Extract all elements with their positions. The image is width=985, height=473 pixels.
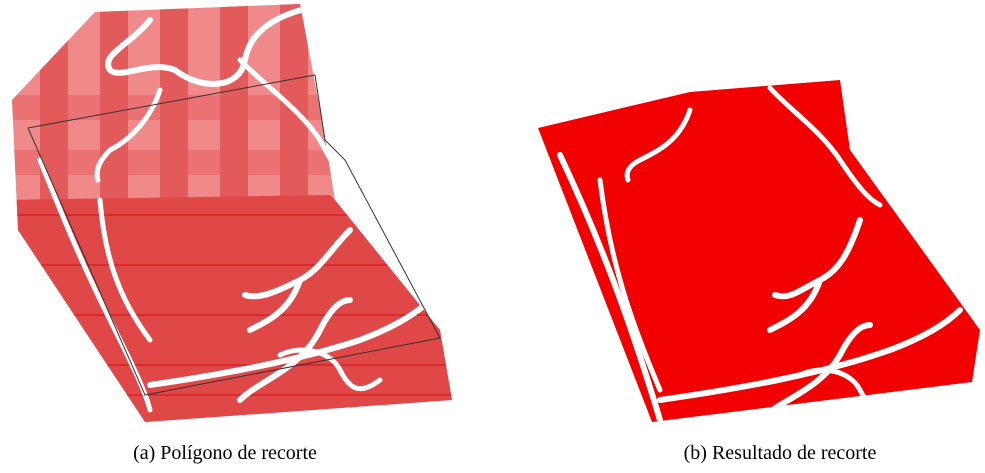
figure: (a) Polígono de recorte (b) Resultado de…: [0, 0, 985, 473]
caption: (b) Resultado de recorte: [684, 442, 877, 464]
page: (a) Polígono de recorte (b) Resultado de…: [0, 0, 985, 473]
panel-b: [530, 70, 985, 430]
panel-a: [0, 0, 460, 430]
caption: (a) Polígono de recorte: [133, 442, 317, 464]
